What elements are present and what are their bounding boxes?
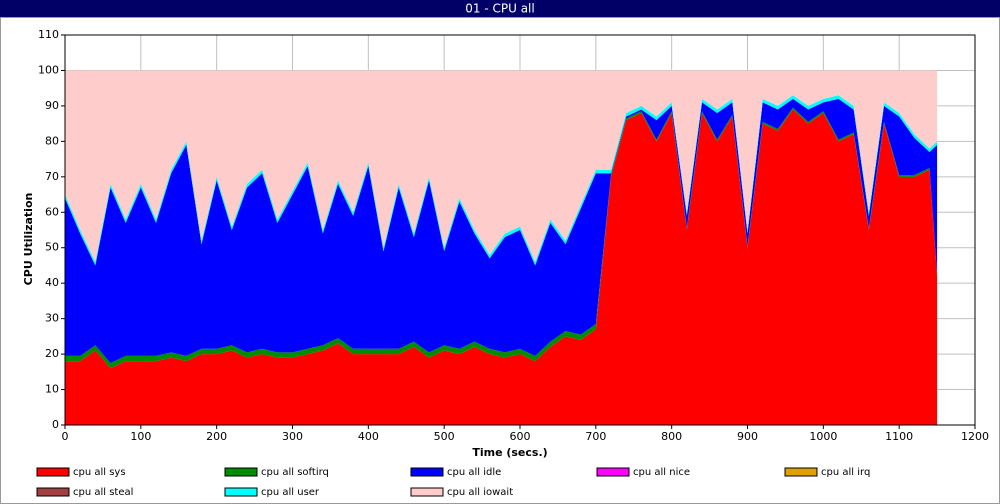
x-tick-label: 900	[737, 430, 758, 443]
y-tick-label: 30	[45, 312, 59, 325]
legend-swatch	[410, 467, 444, 477]
legend-swatch	[784, 467, 818, 477]
legend-label: cpu all sys	[73, 467, 126, 478]
legend-label: cpu all idle	[447, 467, 501, 478]
y-tick-label: 60	[45, 205, 59, 218]
y-tick-label: 20	[45, 347, 59, 360]
y-tick-label: 70	[45, 170, 59, 183]
x-tick-label: 0	[62, 430, 69, 443]
legend-label: cpu all user	[261, 487, 320, 498]
x-tick-label: 800	[661, 430, 682, 443]
legend-swatch	[36, 487, 70, 497]
legend-swatch	[224, 487, 258, 497]
area	[65, 109, 938, 425]
chart-title: 01 - CPU all	[465, 2, 534, 16]
y-tick-label: 80	[45, 134, 59, 147]
x-tick-label: 500	[434, 430, 455, 443]
y-tick-label: 0	[52, 418, 59, 431]
legend-label: cpu all softirq	[261, 467, 329, 478]
y-tick-label: 110	[38, 28, 59, 41]
y-tick-label: 10	[45, 383, 59, 396]
x-tick-label: 400	[358, 430, 379, 443]
legend-swatch	[224, 467, 258, 477]
x-tick-label: 600	[510, 430, 531, 443]
x-tick-label: 100	[130, 430, 151, 443]
legend-swatch	[410, 487, 444, 497]
x-tick-label: 200	[206, 430, 227, 443]
plot-border	[64, 34, 976, 426]
y-tick-label: 90	[45, 99, 59, 112]
x-tick-label: 1200	[961, 430, 989, 443]
legend-swatch	[596, 467, 630, 477]
legend-label: cpu all irq	[821, 467, 870, 478]
area	[65, 98, 938, 363]
x-tick-label: 700	[585, 430, 606, 443]
legend-label: cpu all iowait	[447, 487, 513, 498]
y-tick-label: 40	[45, 276, 59, 289]
title-bar	[0, 0, 1000, 17]
x-tick-label: 1100	[885, 430, 913, 443]
x-axis-label: Time (secs.)	[472, 446, 547, 459]
legend-label: cpu all steal	[73, 487, 133, 498]
x-tick-label: 300	[282, 430, 303, 443]
area	[65, 70, 938, 262]
x-tick-label: 1000	[809, 430, 837, 443]
legend-swatch	[36, 467, 70, 477]
y-tick-label: 100	[38, 63, 59, 76]
y-axis-label: CPU Utilization	[22, 193, 35, 286]
legend-label: cpu all nice	[633, 467, 690, 478]
y-tick-label: 50	[45, 241, 59, 254]
